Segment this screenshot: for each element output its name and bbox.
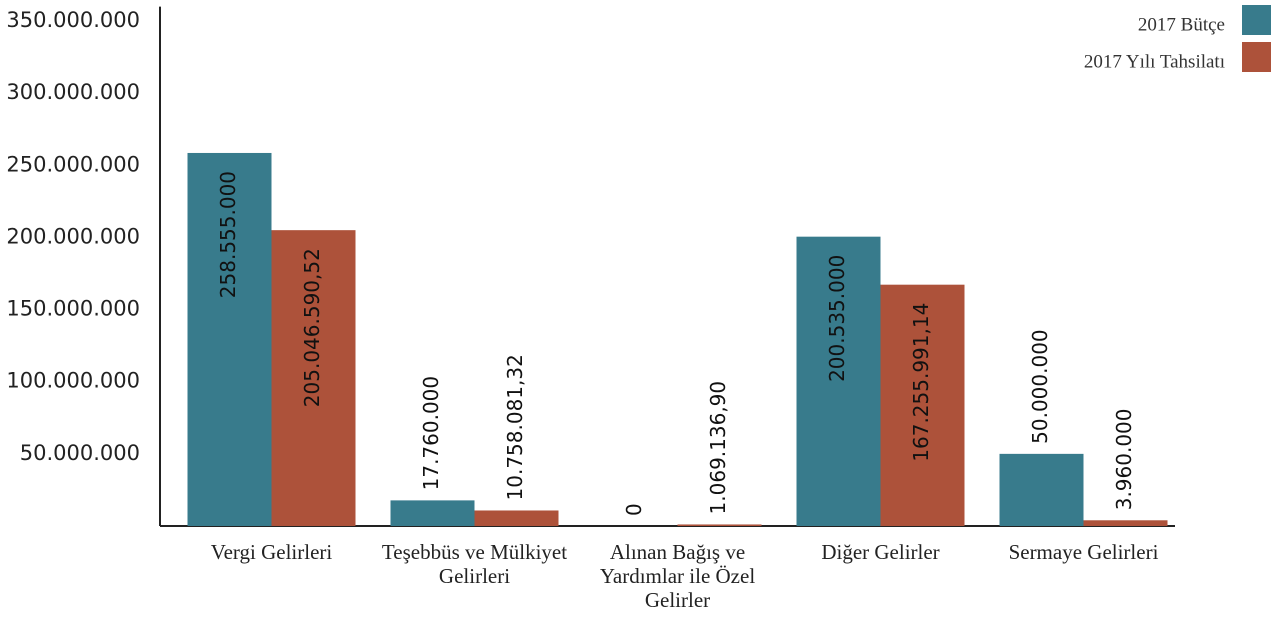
value-label: 167.255.991,14 [909, 303, 933, 462]
legend-swatch [1242, 5, 1271, 35]
bar [390, 500, 475, 526]
value-label: 3.960.000 [1112, 408, 1136, 510]
value-label: 200.535.000 [825, 255, 849, 382]
x-tick-label: Diğer Gelirler [821, 540, 940, 564]
value-label: 17.760.000 [419, 376, 443, 491]
legend-label: 2017 Yılı Tahsilatı [1084, 51, 1225, 72]
y-tick-label: 50.000.000 [20, 441, 140, 465]
x-tick-label: Teşebbüs ve Mülkiyet Gelirleri [381, 540, 568, 588]
bar [677, 524, 762, 526]
y-tick-label: 150.000.000 [6, 297, 140, 321]
value-label: 258.555.000 [216, 171, 240, 298]
bar [796, 236, 881, 527]
y-tick-label: 350.000.000 [6, 8, 140, 32]
bar [999, 453, 1084, 526]
y-tick-label: 200.000.000 [6, 224, 140, 248]
x-tick-label: Alınan Bağış ve Yardımlar ile Özel Gelir… [599, 540, 756, 612]
y-tick-label: 100.000.000 [6, 369, 140, 393]
value-label: 50.000.000 [1028, 329, 1052, 444]
y-tick-label: 300.000.000 [6, 80, 140, 104]
legend-swatch [1242, 42, 1271, 72]
bar [880, 284, 965, 526]
y-tick-label: 250.000.000 [6, 152, 140, 176]
bar [474, 510, 559, 526]
bar [187, 152, 272, 526]
bar [271, 230, 356, 526]
value-label: 1.069.136,90 [706, 381, 730, 515]
value-label: 0 [622, 503, 646, 516]
bar [1083, 520, 1168, 526]
value-label: 205.046.590,52 [300, 248, 324, 407]
value-label: 10.758.081,32 [503, 354, 527, 500]
legend-label: 2017 Bütçe [1138, 14, 1225, 35]
x-tick-label: Sermaye Gelirleri [1008, 540, 1159, 564]
x-tick-label: Vergi Gelirleri [210, 540, 333, 564]
